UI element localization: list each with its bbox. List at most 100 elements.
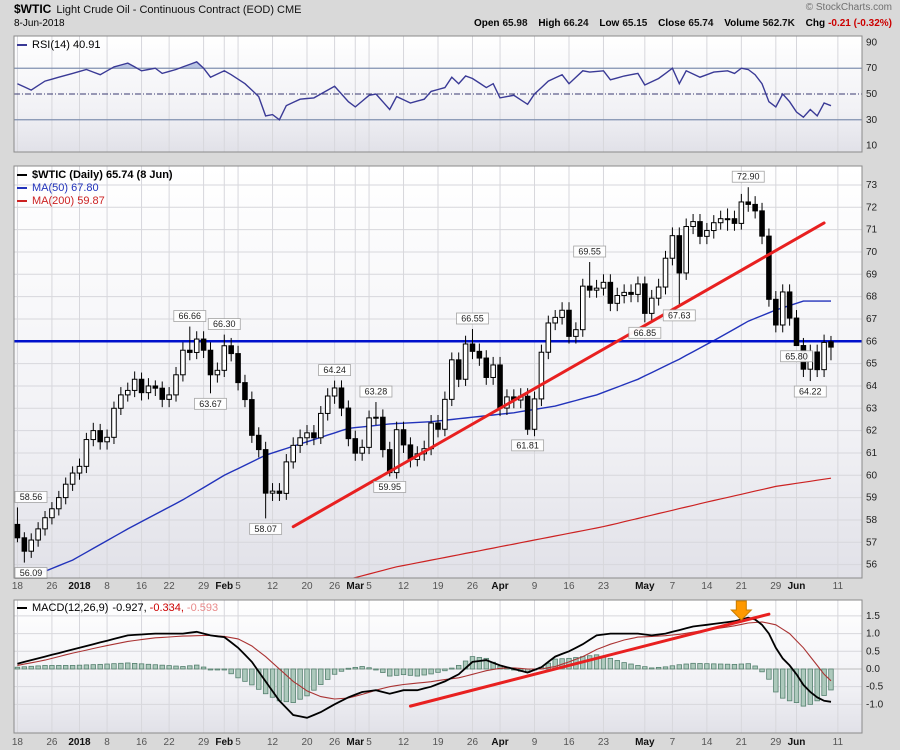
candle-body: [648, 297, 655, 314]
x-axis-label: 16: [136, 581, 148, 592]
price-y-axis-label: 72: [866, 202, 878, 213]
x-axis-label: Apr: [491, 581, 508, 592]
rsi-y-axis-label: 70: [866, 63, 878, 74]
x-axis-label: 18: [12, 737, 24, 748]
x-axis-label: 16: [563, 581, 575, 592]
candle-body: [469, 343, 476, 352]
candle-body: [249, 399, 255, 436]
candle-body: [90, 430, 97, 441]
x-axis-label: 2018: [68, 581, 91, 592]
annotation-label: 72.90: [737, 172, 760, 182]
histogram-bar: [311, 668, 317, 691]
annotation-label: 63.67: [199, 399, 222, 409]
candle-body: [724, 218, 731, 221]
histogram-bar: [56, 665, 62, 670]
candle-body: [276, 490, 283, 494]
x-axis-label: 5: [366, 581, 372, 592]
rsi-legend-label: RSI(14) 40.91: [32, 39, 101, 51]
annotation-box: [511, 439, 545, 452]
x-axis-label: 22: [164, 737, 176, 748]
candle-body: [221, 345, 228, 371]
histogram-bar: [476, 657, 483, 670]
x-axis-label: 5: [235, 737, 241, 748]
price-annotations: 58.56 56.09 66.66 66.30 63.67 58.07 64.24 63.28…: [14, 170, 827, 579]
x-axis-label: 12: [267, 737, 279, 748]
candle-body: [738, 201, 745, 224]
x-axis-label: 14: [701, 737, 713, 748]
candle-body: [97, 430, 103, 443]
high-label: High: [538, 18, 561, 29]
x-axis-label: Mar: [346, 581, 364, 592]
close-value: 65.74: [688, 18, 714, 29]
candle-body: [56, 497, 62, 510]
open-label: Open: [473, 18, 500, 29]
volume-label: Volume: [724, 18, 760, 29]
x-axis-label: 26: [46, 737, 58, 748]
candle-body: [21, 537, 28, 552]
x-axis-label: 7: [670, 581, 676, 592]
price-y-axis-label: 66: [866, 336, 878, 347]
annotation-label: 64.22: [799, 387, 822, 397]
histogram-bar: [345, 667, 352, 670]
histogram-bar: [180, 666, 186, 670]
histogram-bar: [214, 668, 221, 671]
candle-body: [373, 416, 379, 419]
candle-body: [76, 465, 83, 474]
candle-body: [290, 444, 296, 463]
annotation-box: [14, 567, 48, 579]
low-value: 65.15: [622, 18, 648, 29]
histogram-bar: [325, 668, 331, 680]
down-arrow-icon: [730, 600, 753, 621]
histogram-bar: [83, 664, 90, 670]
histogram-bar: [152, 664, 159, 670]
histogram-bar: [428, 668, 434, 675]
histogram-bar: [814, 668, 820, 702]
candle-body: [545, 322, 552, 353]
x-axis-label: 14: [701, 581, 713, 592]
histogram-bar: [145, 663, 152, 670]
quote-date: 8-Jun-2018: [14, 18, 65, 29]
histogram-bar: [338, 668, 345, 672]
x-axis-label: 26: [467, 581, 479, 592]
histogram-bar: [69, 665, 76, 670]
chg-label: Chg: [805, 18, 826, 29]
rsi-y-axis-label: 50: [866, 89, 878, 100]
x-axis-labels: 181826262018201888161622222929FebFeb5512…: [12, 581, 844, 748]
macd-panel: 1.5 1.0 0.5 0.0 -0.5 -1.0: [13, 599, 884, 734]
histogram-bar: [138, 663, 145, 670]
candle-body: [200, 338, 207, 351]
price-y-axis-label: 70: [866, 247, 878, 258]
price-legend: $WTIC (Daily) 65.74 (8 Jun) MA(50) 67.80…: [17, 169, 173, 208]
histogram-bar: [97, 663, 103, 670]
histogram-bar: [607, 657, 614, 670]
rsi-y-axis-label: 10: [866, 141, 878, 152]
histogram-bar: [683, 663, 689, 670]
rsi-panel: 90 70 50 30 10: [13, 35, 878, 153]
candle-body: [380, 416, 386, 451]
candle-body: [580, 285, 586, 331]
x-axis-label: 5: [235, 581, 241, 592]
macd-y-axis-label: -1.0: [866, 699, 884, 710]
candle-body: [538, 351, 545, 400]
histogram-bar: [614, 660, 620, 670]
histogram-bar: [297, 668, 303, 700]
annotation-label: 69.55: [578, 247, 601, 257]
candle-body: [531, 398, 538, 430]
annotation-box: [373, 480, 407, 493]
candle-body: [193, 338, 200, 353]
histogram-bar: [194, 664, 200, 670]
x-axis-label: 12: [267, 581, 279, 592]
histogram-bar: [414, 668, 420, 677]
annotation-box: [628, 326, 662, 339]
candle-body: [28, 539, 35, 552]
price-y-axis-label: 65: [866, 359, 878, 370]
stockcharts-copyright-link[interactable]: © StockCharts.com: [805, 2, 892, 13]
low-label: Low: [599, 18, 620, 29]
macd-histogram: [14, 654, 834, 707]
rsi-swatch-icon: [17, 44, 27, 47]
histogram-bar: [759, 668, 765, 673]
x-axis-label: 19: [432, 581, 444, 592]
histogram-bar: [483, 657, 489, 670]
candle-body: [828, 341, 834, 348]
